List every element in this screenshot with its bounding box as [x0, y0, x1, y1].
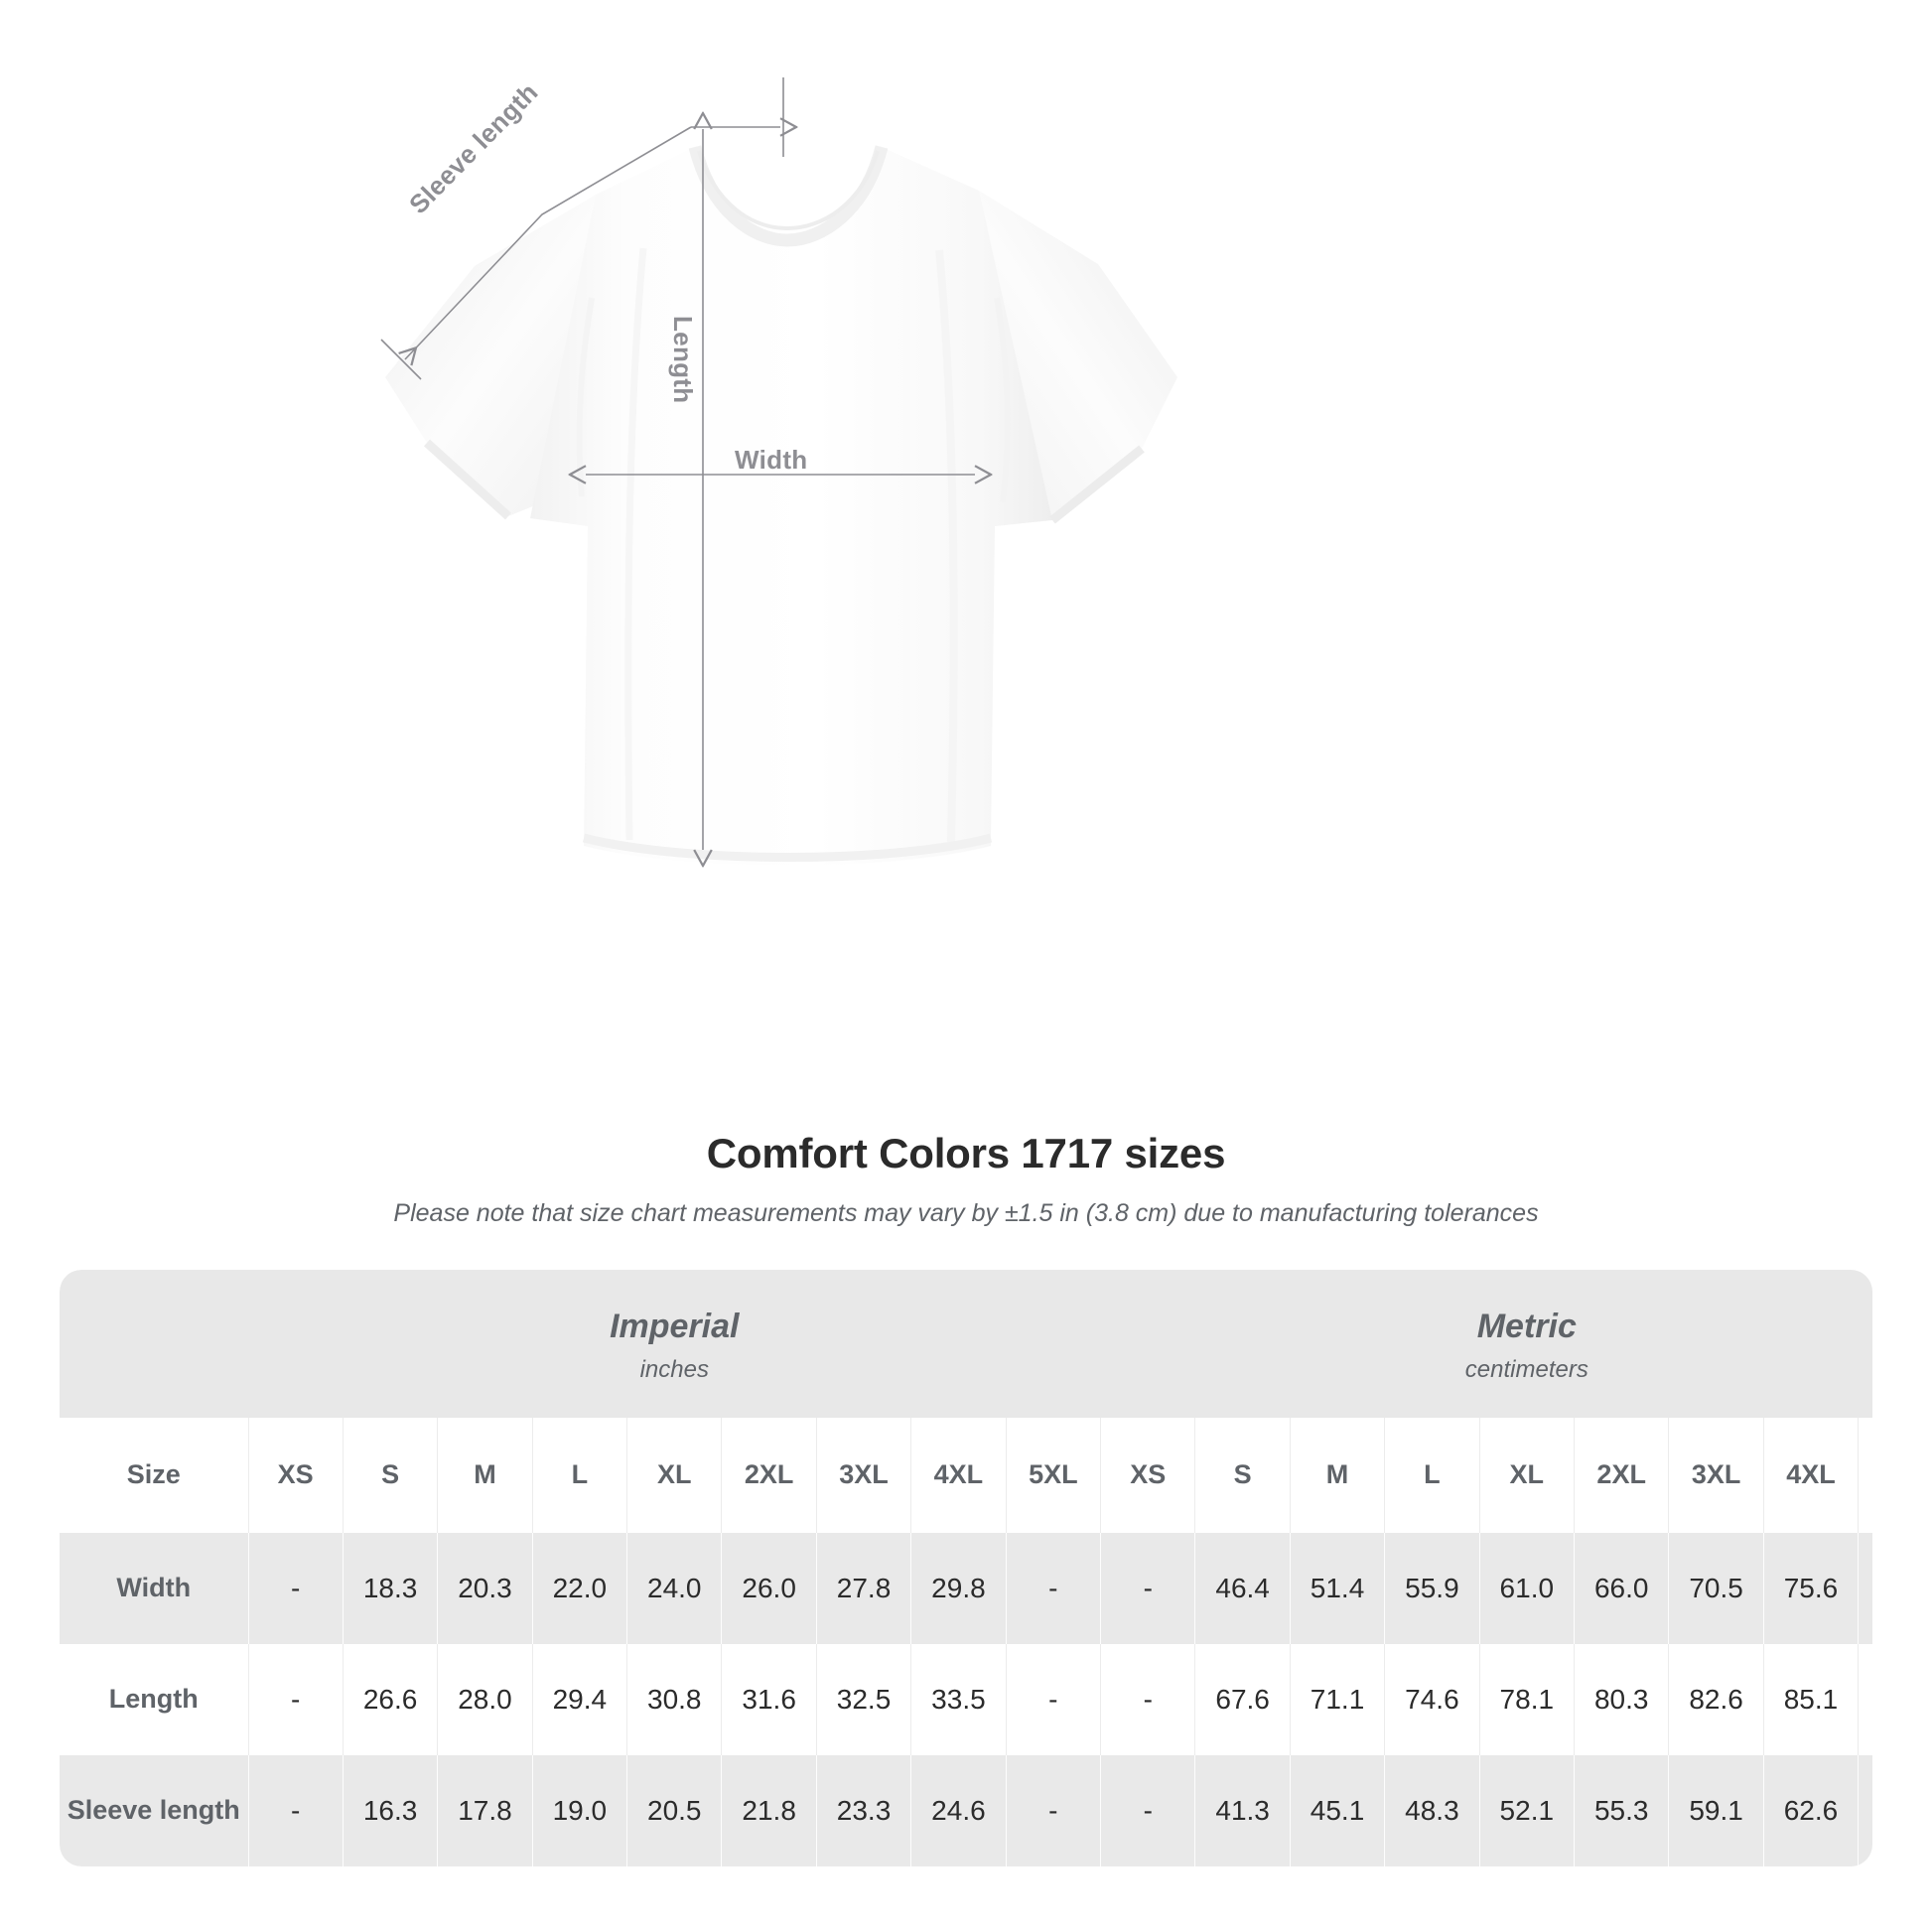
unit-name-imperial: Imperial [610, 1308, 740, 1345]
cell-sleeve-length-4xl-metric: 62.6 [1762, 1754, 1859, 1866]
column-header-2xl-metric: 2XL [1573, 1417, 1669, 1533]
unit-band-spacer [60, 1270, 248, 1418]
cell-width-3xl-metric: 70.5 [1668, 1532, 1764, 1644]
table-row: Width -18.3 20.3 22.0 24.0 26.0 27.8 29.8- -46.4… [60, 1532, 1872, 1644]
cell-width-xl-imperial: 24.0 [626, 1532, 722, 1644]
cell-length-3xl-imperial: 32.5 [815, 1643, 911, 1755]
cell-sleeve-length-4xl-imperial: 24.6 [910, 1754, 1007, 1866]
column-header-5xl-imperial: 5XL [1005, 1417, 1101, 1533]
size-header-row: SizeXSSMLXL2XL3XL4XL5XLXSSMLXL2XL3XL4XL5… [60, 1417, 1872, 1533]
cell-length-4xl-metric: 85.1 [1762, 1643, 1859, 1755]
unit-band-row: Imperial inches Metric centimeters [60, 1270, 1872, 1418]
width-label: Width [735, 445, 808, 475]
column-header-xl-metric: XL [1478, 1417, 1575, 1533]
cell-sleeve-length-3xl-imperial: 23.3 [815, 1754, 911, 1866]
cell-width-l-metric: 55.9 [1384, 1532, 1480, 1644]
column-header-l-imperial: L [531, 1417, 627, 1533]
cell-width-2xl-metric: 66.0 [1573, 1532, 1669, 1644]
cell-length-xs-metric: - [1100, 1643, 1195, 1755]
cell-length-m-imperial: 28.0 [437, 1643, 533, 1755]
cell-sleeve-length-2xl-metric: 55.3 [1573, 1754, 1669, 1866]
cell-sleeve-length-m-imperial: 17.8 [437, 1754, 533, 1866]
column-header-5xl-metric: 5XL [1858, 1417, 1872, 1533]
cell-width-m-metric: 51.4 [1289, 1532, 1385, 1644]
tolerance-note: Please note that size chart measurements… [393, 1199, 1539, 1227]
cell-width-xs-metric: - [1100, 1532, 1195, 1644]
cell-length-5xl-imperial: - [1005, 1643, 1101, 1755]
row-label-sleeve-length: Sleeve length [60, 1754, 248, 1866]
cell-width-5xl-imperial: - [1005, 1532, 1101, 1644]
unit-name-metric: Metric [1476, 1308, 1577, 1345]
cell-width-5xl-metric: - [1858, 1532, 1872, 1644]
cell-sleeve-length-s-metric: 41.3 [1194, 1754, 1291, 1866]
unit-sub-imperial: inches [639, 1355, 709, 1383]
cell-sleeve-length-xs-imperial: - [247, 1754, 344, 1866]
column-header-4xl-metric: 4XL [1762, 1417, 1859, 1533]
cell-sleeve-length-m-metric: 45.1 [1289, 1754, 1385, 1866]
table-row: Length -26.6 28.0 29.4 30.8 31.6 32.5 33.5- -67.… [60, 1643, 1872, 1755]
column-header-m-metric: M [1289, 1417, 1385, 1533]
cell-width-s-imperial: 18.3 [342, 1532, 438, 1644]
cell-length-s-imperial: 26.6 [342, 1643, 438, 1755]
tshirt-diagram: Sleeve length Length Width [380, 76, 1177, 1122]
cell-length-2xl-imperial: 31.6 [721, 1643, 817, 1755]
tshirt-shape [385, 145, 1177, 866]
row-label-width: Width [60, 1532, 248, 1644]
cell-width-3xl-imperial: 27.8 [815, 1532, 911, 1644]
cell-sleeve-length-l-metric: 48.3 [1384, 1754, 1480, 1866]
length-label: Length [668, 316, 698, 404]
cell-length-l-imperial: 29.4 [531, 1643, 627, 1755]
cell-length-4xl-imperial: 33.5 [910, 1643, 1007, 1755]
cell-width-4xl-metric: 75.6 [1762, 1532, 1859, 1644]
cell-width-4xl-imperial: 29.8 [910, 1532, 1007, 1644]
cell-sleeve-length-3xl-metric: 59.1 [1668, 1754, 1764, 1866]
cell-length-3xl-metric: 82.6 [1668, 1643, 1764, 1755]
cell-width-xs-imperial: - [247, 1532, 344, 1644]
cell-width-m-imperial: 20.3 [437, 1532, 533, 1644]
cell-length-m-metric: 71.1 [1289, 1643, 1385, 1755]
column-header-xl-imperial: XL [626, 1417, 722, 1533]
column-header-l-metric: L [1384, 1417, 1480, 1533]
cell-width-2xl-imperial: 26.0 [721, 1532, 817, 1644]
cell-length-xl-metric: 78.1 [1478, 1643, 1575, 1755]
cell-length-2xl-metric: 80.3 [1573, 1643, 1669, 1755]
heading-block: Comfort Colors 1717 sizes Please note th… [0, 1122, 1932, 1228]
column-header-2xl-imperial: 2XL [721, 1417, 817, 1533]
column-header-3xl-imperial: 3XL [815, 1417, 911, 1533]
cell-length-l-metric: 74.6 [1384, 1643, 1480, 1755]
unit-cell-metric: Metric centimeters [1100, 1270, 1872, 1418]
cell-sleeve-length-5xl-imperial: - [1005, 1754, 1101, 1866]
cell-sleeve-length-2xl-imperial: 21.8 [721, 1754, 817, 1866]
cell-length-s-metric: 67.6 [1194, 1643, 1291, 1755]
cell-length-xl-imperial: 30.8 [626, 1643, 722, 1755]
row-label-length: Length [60, 1643, 248, 1755]
cell-sleeve-length-xl-metric: 52.1 [1478, 1754, 1575, 1866]
column-header-s-metric: S [1194, 1417, 1291, 1533]
column-header-4xl-imperial: 4XL [910, 1417, 1007, 1533]
cell-sleeve-length-xs-metric: - [1100, 1754, 1195, 1866]
column-header-m-imperial: M [437, 1417, 533, 1533]
cell-sleeve-length-xl-imperial: 20.5 [626, 1754, 722, 1866]
table-row: Sleeve length -16.3 17.8 19.0 20.5 21.8 23.3 24… [60, 1754, 1872, 1866]
size-chart-table: Imperial inches Metric centimeters Size X… [60, 1270, 1872, 1866]
column-header-3xl-metric: 3XL [1668, 1417, 1764, 1533]
cell-width-xl-metric: 61.0 [1478, 1532, 1575, 1644]
size-chart-table-wrapper: Imperial inches Metric centimeters Size X… [60, 1270, 1872, 1866]
column-header-xs-metric: XS [1100, 1417, 1195, 1533]
size-chart-body: Width -18.3 20.3 22.0 24.0 26.0 27.8 29.8- -46.4… [60, 1532, 1872, 1866]
column-header-s-imperial: S [342, 1417, 438, 1533]
cell-width-l-imperial: 22.0 [531, 1532, 627, 1644]
unit-sub-metric: centimeters [1464, 1355, 1588, 1383]
unit-cell-imperial: Imperial inches [248, 1270, 1101, 1418]
cell-sleeve-length-s-imperial: 16.3 [342, 1754, 438, 1866]
column-header-xs-imperial: XS [247, 1417, 344, 1533]
cell-sleeve-length-5xl-metric: - [1858, 1754, 1872, 1866]
page-title: Comfort Colors 1717 sizes [706, 1130, 1226, 1176]
cell-length-xs-imperial: - [247, 1643, 344, 1755]
column-header-size: Size [60, 1417, 248, 1533]
cell-sleeve-length-l-imperial: 19.0 [531, 1754, 627, 1866]
tshirt-illustration [380, 77, 1177, 1122]
cell-length-5xl-metric: - [1858, 1643, 1872, 1755]
cell-width-s-metric: 46.4 [1194, 1532, 1291, 1644]
